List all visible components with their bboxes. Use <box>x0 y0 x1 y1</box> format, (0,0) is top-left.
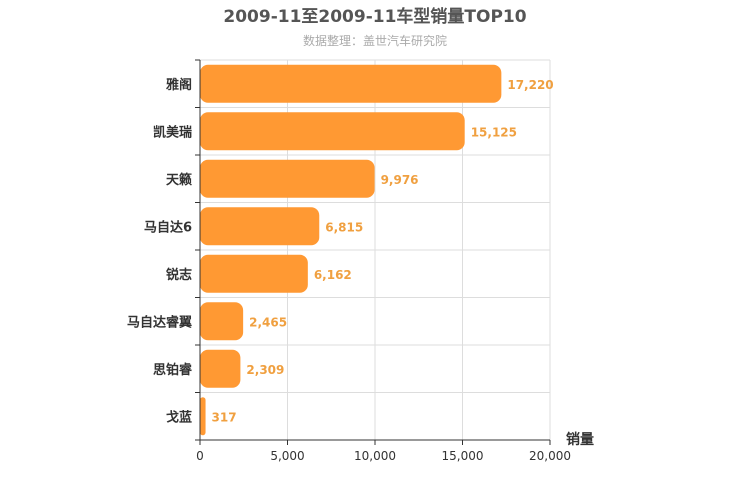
x-tick-label: 15,000 <box>442 449 484 463</box>
chart-title: 2009-11至2009-11车型销量TOP10 <box>223 6 526 27</box>
axes: 0 5,000 10,000 15,000 20,000 <box>195 59 571 463</box>
x-axis-name: 销量 <box>566 431 594 448</box>
value-label: 2,465 <box>249 315 287 329</box>
value-label: 2,309 <box>246 363 284 377</box>
value-label: 9,976 <box>381 173 419 187</box>
bar <box>200 64 502 103</box>
value-label: 6,162 <box>314 268 352 282</box>
category-label: 天籁 <box>166 172 192 188</box>
bar <box>200 254 308 293</box>
bar <box>200 302 244 341</box>
x-tick-label: 5,000 <box>270 449 304 463</box>
chart-subtitle: 数据整理：盖世汽车研究院 <box>303 33 447 48</box>
value-label: 317 <box>212 410 237 424</box>
x-tick-label: 20,000 <box>529 449 571 463</box>
category-label: 思铂睿 <box>153 362 193 378</box>
value-label: 6,815 <box>325 220 363 234</box>
bar <box>200 159 375 198</box>
category-label: 戈蓝 <box>166 409 192 425</box>
category-label: 凯美瑞 <box>153 124 192 140</box>
category-label: 雅阁 <box>166 77 192 93</box>
x-tick-label: 0 <box>196 449 204 463</box>
value-label: 17,220 <box>507 78 553 92</box>
value-label: 15,125 <box>471 125 517 139</box>
x-tick-label: 10,000 <box>354 449 396 463</box>
category-label: 锐志 <box>166 267 192 283</box>
category-label: 马自达睿翼 <box>127 314 192 330</box>
category-label: 马自达6 <box>144 219 192 235</box>
bar <box>200 112 465 151</box>
bar <box>200 207 320 246</box>
bars: 雅阁 17,220 凯美瑞 15,125 天籁 9,976 马自达6 6,815 锐志 6,162… <box>127 64 554 436</box>
bar <box>200 349 241 388</box>
bar <box>200 397 206 436</box>
